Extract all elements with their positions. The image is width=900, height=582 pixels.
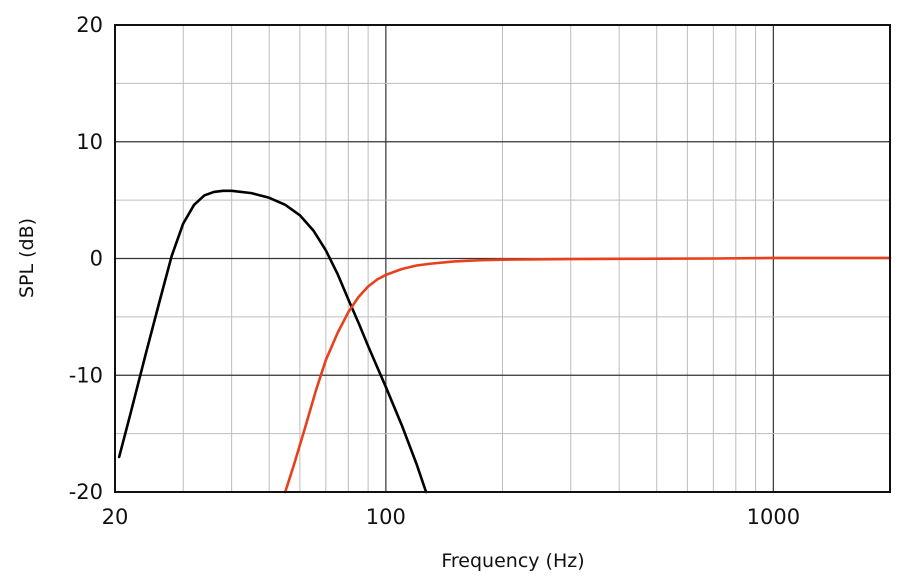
x-tick-label: 100 [366,505,406,529]
x-tick-label: 1000 [747,505,800,529]
x-axis-label: Frequency (Hz) [441,550,584,572]
series-layer [117,189,892,494]
y-axis-label: SPL (dB) [16,218,38,298]
x-tick-labels: 20 100 1000 [102,505,800,529]
y-tick-label: 0 [90,247,103,271]
y-tick-label: 20 [76,13,103,37]
plot-frame [114,24,891,493]
series-line-1 [117,189,428,494]
series-line-2 [283,256,892,494]
y-tick-label: -10 [69,363,103,387]
x-tick-label: 20 [102,505,129,529]
y-tick-label: -20 [69,480,103,504]
y-tick-labels: 20 10 0 -10 -20 [69,13,103,504]
y-tick-label: 10 [76,130,103,154]
